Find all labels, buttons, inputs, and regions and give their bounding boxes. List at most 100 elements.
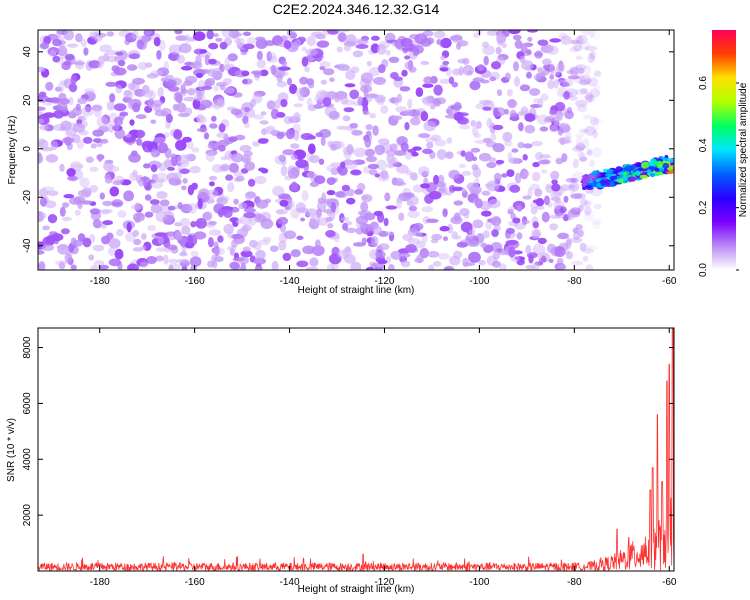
spectrogram-cell: [572, 158, 579, 169]
spectrogram-cell: [578, 67, 585, 74]
spectrogram-cell: [582, 186, 587, 190]
x-tick-label: -100: [469, 276, 489, 287]
spectrogram-cell: [242, 246, 251, 253]
spectrogram-cell: [438, 252, 450, 260]
spectrogram-cell: [475, 103, 484, 110]
spectrogram-cell: [129, 119, 135, 126]
spectrogram-cell: [38, 139, 49, 150]
spectrogram-cell: [581, 244, 592, 255]
spectrogram-cell: [223, 223, 234, 235]
spectrogram-cell: [390, 157, 399, 165]
spectrogram-cell: [255, 213, 262, 220]
spectrogram-cell: [440, 37, 452, 49]
spectrogram-cell: [211, 254, 218, 264]
spectrogram-cell: [336, 125, 349, 130]
spectrogram-cell: [556, 257, 564, 265]
spectrogram-cell: [477, 64, 485, 72]
spectrogram-cell: [190, 61, 203, 70]
spectrogram-cell: [378, 251, 386, 259]
spectrogram-cell: [350, 261, 362, 270]
spectrogram-cell: [506, 169, 515, 178]
spectrogram-cell: [299, 76, 309, 85]
spectrogram-cell: [309, 215, 321, 226]
spectrogram-cell: [270, 108, 280, 120]
spectrogram-cell: [523, 170, 530, 177]
spectrogram-cell: [518, 122, 524, 132]
spectrogram-cell: [123, 190, 134, 202]
spectrogram-cell: [509, 184, 521, 193]
spectrogram-cell: [533, 74, 542, 81]
spectrogram-cell: [430, 134, 442, 142]
spectrogram-cell: [365, 124, 374, 131]
spectrogram-cell: [176, 102, 187, 113]
spectrogram-cell: [304, 66, 310, 73]
spectrogram-cell: [175, 139, 187, 151]
spectrogram-cell: [654, 160, 664, 166]
spectrogram-cell: [536, 67, 544, 73]
spectrogram-cell: [239, 144, 252, 153]
spectrogram-cell: [355, 44, 369, 49]
spectrogram-cell: [235, 218, 243, 224]
spectrogram-cell: [432, 98, 442, 107]
spectrogram-cell: [466, 182, 479, 191]
spectrogram-cell: [49, 49, 57, 58]
spectrogram-cell: [313, 104, 325, 109]
spectrogram-cell: [330, 202, 337, 213]
spectrogram-cell: [157, 142, 168, 154]
spectrogram-cell: [549, 63, 555, 74]
spectrogram-cell: [472, 219, 484, 229]
spectrogram-cell: [387, 264, 395, 270]
spectrogram-cell: [585, 185, 593, 189]
spectrogram-cell: [140, 245, 147, 250]
spectrogram-cell: [300, 217, 306, 222]
spectrogram-cell: [108, 124, 115, 134]
spectrogram-cell: [190, 250, 199, 257]
spectrogram-cell: [301, 56, 309, 67]
spectrogram-cell: [316, 40, 330, 48]
spectrogram-cell: [102, 220, 113, 226]
spectrogram-cell: [579, 156, 588, 162]
spectrogram-cell: [55, 260, 68, 266]
spectrogram-cell: [492, 107, 499, 118]
spectrogram-cell: [75, 33, 83, 43]
spectrogram-cell: [96, 32, 107, 38]
spectrogram-cell: [393, 150, 407, 156]
spectrogram-cell: [189, 166, 201, 174]
spectrogram-cell: [414, 257, 424, 263]
spectrogram-cell: [255, 38, 268, 49]
spectrogram-cell: [106, 232, 114, 240]
spectrogram-cell: [147, 97, 155, 109]
spectrogram-cell: [230, 108, 242, 116]
spectrogram-cell: [42, 225, 50, 231]
spectrogram-cell: [157, 178, 165, 183]
spectrogram-cell: [532, 161, 540, 168]
spectrogram-cell: [182, 177, 188, 184]
spectrogram-cell: [309, 154, 320, 164]
spectrogram-cell: [190, 264, 197, 270]
spectrogram-cell: [238, 202, 248, 210]
spectrogram-cell: [356, 38, 369, 45]
spectrogram-cell: [422, 83, 434, 88]
spectrogram-cell: [490, 216, 499, 223]
spectrogram-cell: [480, 242, 487, 248]
spectrogram-cell: [563, 91, 570, 100]
spectrogram-cell: [179, 252, 188, 257]
spectrogram-cell: [193, 31, 206, 41]
spectrogram-cell: [365, 156, 377, 163]
spectrogram-cell: [345, 69, 356, 80]
spectrogram-cell: [284, 205, 290, 210]
spectrogram-cell: [306, 135, 316, 140]
spectrogram-cell: [586, 149, 593, 156]
spectrogram-cell: [508, 30, 521, 35]
spectrogram-cell: [132, 102, 141, 113]
spectrogram-cell: [181, 185, 187, 191]
spectrogram-cell: [254, 266, 264, 270]
spectrogram-cell: [187, 88, 196, 96]
spectrogram-cell: [211, 115, 217, 122]
spectrogram-cell: [221, 30, 234, 38]
spectrogram-cell: [321, 192, 327, 204]
x-tick-label: -80: [567, 577, 582, 588]
spectrogram-cell: [61, 202, 70, 208]
spectrogram-cell: [640, 174, 648, 179]
spectrogram-cell: [575, 133, 585, 138]
